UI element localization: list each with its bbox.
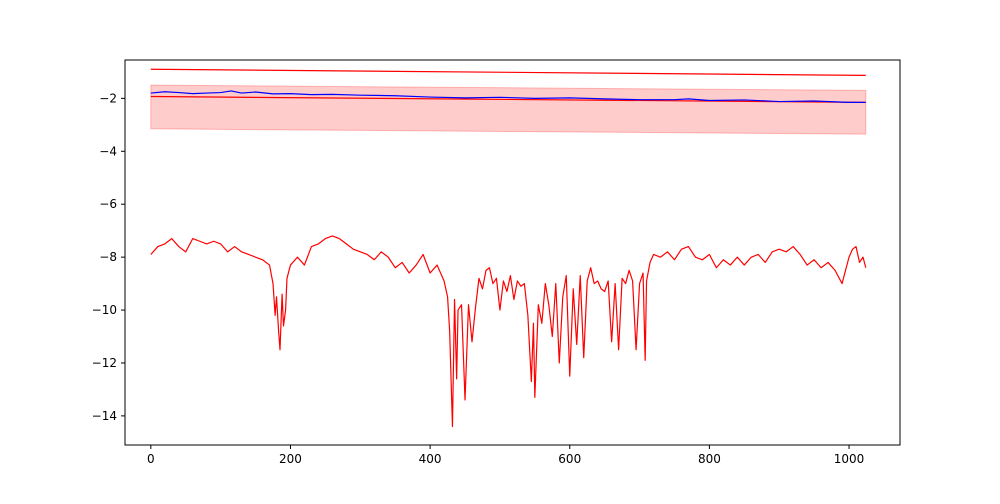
x-tick-label-800: 800 [698, 452, 721, 466]
y-tick-label-6: −6 [99, 197, 117, 211]
y-tick-label-4: −4 [99, 144, 117, 158]
y-tick-label-8: −8 [99, 250, 117, 264]
x-tick-label-400: 400 [419, 452, 442, 466]
series-line-1 [150, 95, 866, 103]
x-tick-label-200: 200 [279, 452, 302, 466]
axes: 0 200 400 600 800 1000 −14 −12 −10 −8 −6 −4 −2 [92, 59, 901, 466]
series-line-2 [150, 90, 866, 103]
series-line-0 [150, 68, 866, 76]
plot-area [150, 68, 867, 428]
axes-frame [124, 59, 901, 446]
series-line-3 [150, 235, 867, 428]
y-tick-label-12: −12 [92, 356, 117, 370]
x-tick-label-0: 0 [147, 452, 155, 466]
x-tick-label-600: 600 [558, 452, 581, 466]
series-group [150, 68, 867, 428]
y-tick-label-10: −10 [92, 303, 117, 317]
y-tick-label-14: −14 [92, 409, 117, 423]
x-tick-label-1000: 1000 [834, 452, 865, 466]
y-tick-label-2: −2 [99, 91, 117, 105]
